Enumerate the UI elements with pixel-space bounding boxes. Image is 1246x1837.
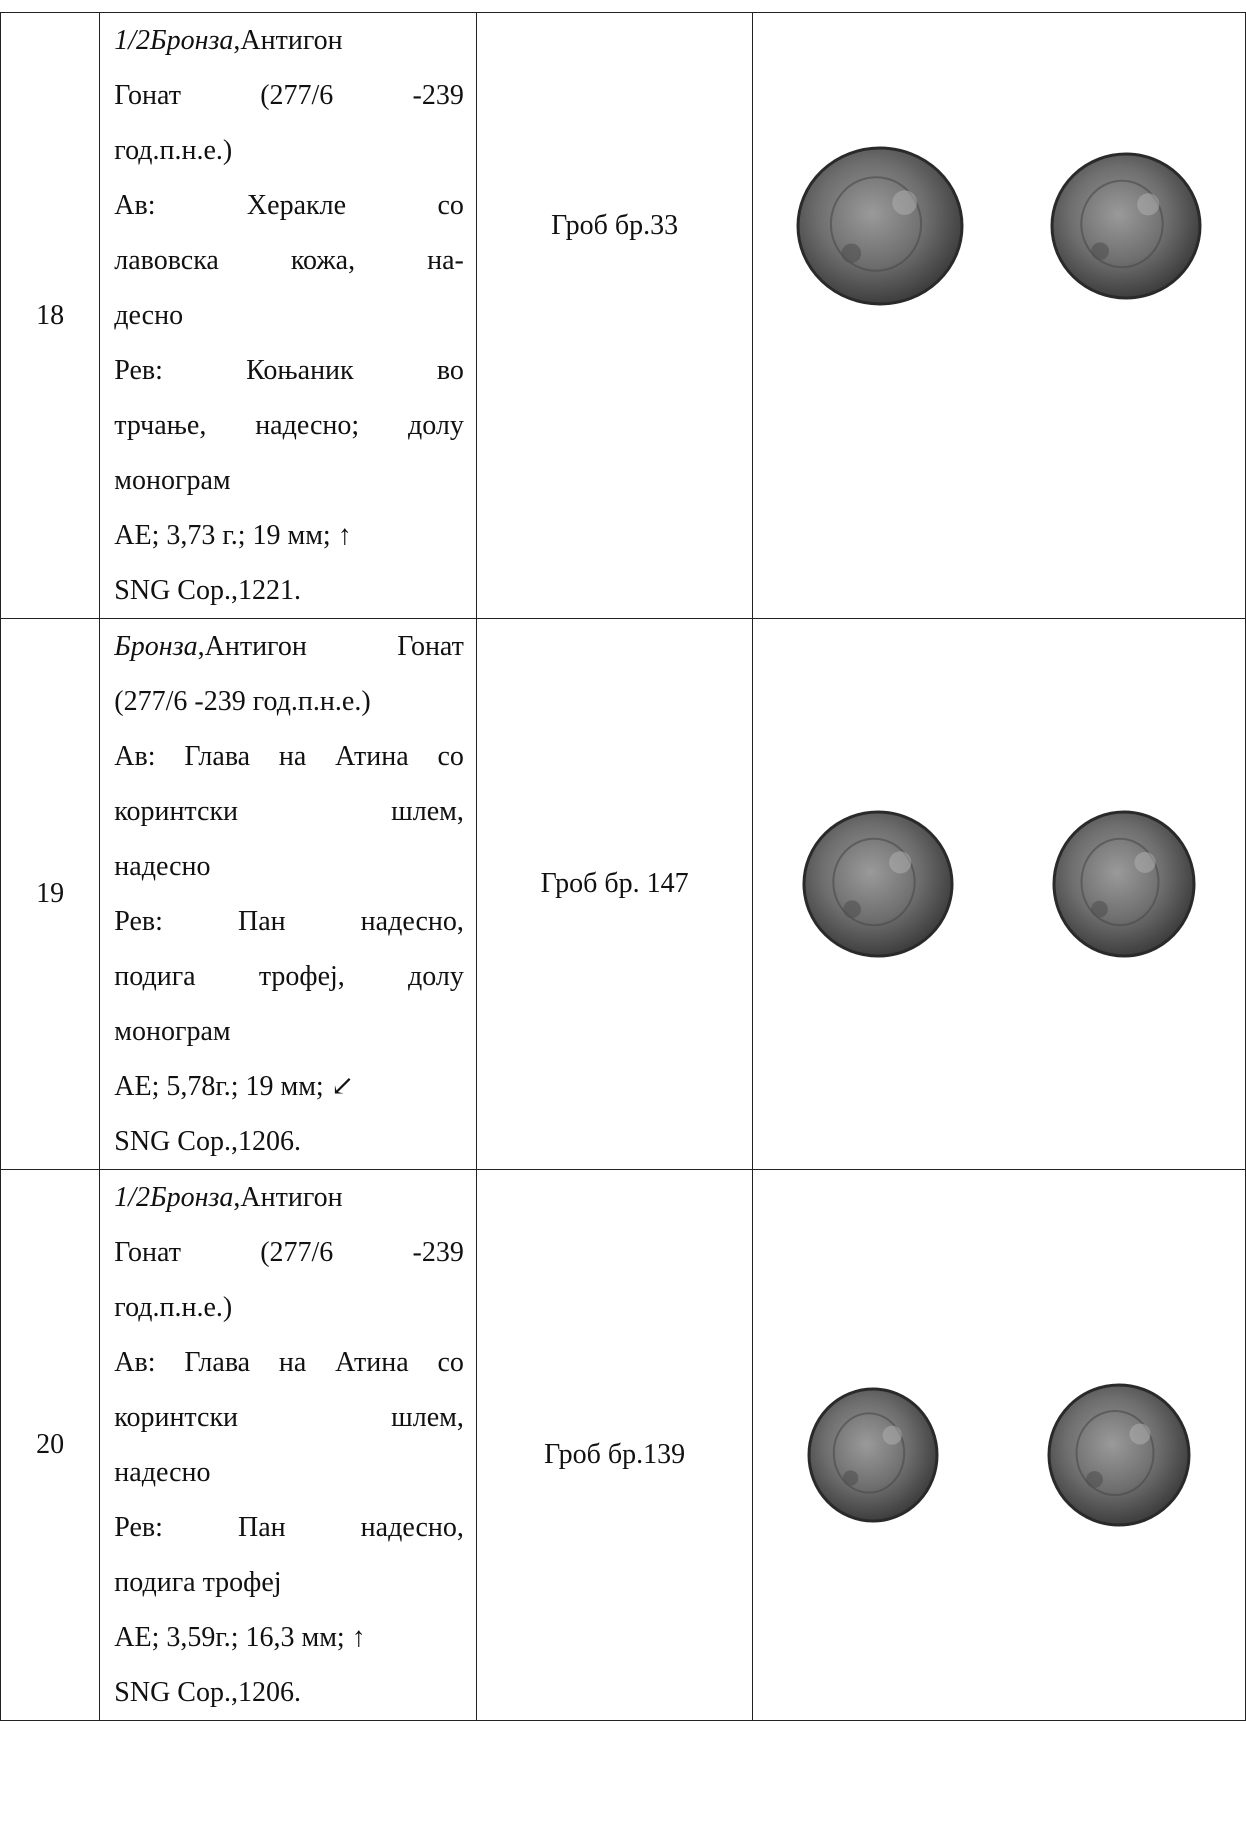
catalog-number: 19 [0, 618, 101, 1170]
description-line: лавовска кожа, на- [114, 245, 464, 276]
catalog-number: 18 [0, 12, 101, 619]
description-line: SNG Cop.,1221. [114, 575, 301, 606]
description-line: Ав: Глава на Атина со [114, 1347, 464, 1378]
description-line: Ав: Херакле со [114, 190, 464, 221]
coin-photo-cell [752, 618, 1246, 1170]
coin-reverse-image [1052, 810, 1196, 958]
description-line: Рев: Коњаник во [114, 355, 464, 386]
find-location: Гроб бр.33 [475, 12, 754, 619]
description-line: монограм [114, 1016, 231, 1047]
description-line: трчање, надесно; долу [114, 410, 464, 441]
description-line: 1/2Бронза,Антигон [114, 13, 464, 68]
catalog-row: 18 1/2Бронза,Антигон Гонат (277/6 -239 год.… [0, 12, 1246, 619]
description-line: Рев: Пан надесно, [114, 1512, 464, 1543]
description-line: Бронза,Антигон Гонат [114, 619, 464, 674]
grave-label: Гроб бр.33 [551, 209, 679, 241]
grave-label: Гроб бр.139 [544, 1439, 686, 1470]
description-line: коринтски шлем, [114, 1402, 464, 1433]
description-line: 1/2Бронза,Антигон [114, 1170, 464, 1225]
coin-obverse-image [802, 810, 954, 958]
coin-description: 1/2Бронза,Антигон Гонат (277/6 -239 год.п.… [99, 12, 477, 619]
description-line: год.п.н.е.) [114, 135, 233, 166]
denomination: Бронза [114, 631, 198, 662]
coin-photos [753, 1380, 1245, 1530]
denomination: 1/2Бронза [114, 1182, 234, 1213]
coin-description: Бронза,Антигон Гонат (277/6 -239 год.п.н.… [99, 618, 477, 1170]
description-line: Рев: Пан надесно, [114, 906, 464, 937]
coin-photo-cell [752, 1169, 1246, 1721]
catalog-row: 20 1/2Бронза,Антигон Гонат (277/6 -239 год.… [0, 1169, 1246, 1721]
description-line: SNG Cop.,1206. [114, 1677, 301, 1708]
description-line: подига трофеј [114, 1567, 282, 1598]
description-line: десно [114, 300, 184, 331]
catalog-row: 19 Бронза,Антигон Гонат (277/6 -239 год.п.… [0, 618, 1246, 1170]
coin-photo-cell [752, 12, 1246, 619]
description-line: год.п.н.е.) [114, 1292, 233, 1323]
catalog-number: 20 [0, 1169, 101, 1721]
description-line: коринтски шлем, [114, 796, 464, 827]
description-text: ,Антигон [233, 1182, 343, 1213]
coin-obverse-image [796, 146, 964, 305]
description-line: SNG Cop.,1206. [114, 1126, 301, 1157]
coin-description: 1/2Бронза,Антигон Гонат (277/6 -239 год.п.… [99, 1169, 477, 1721]
coin-reverse-image [1047, 1383, 1191, 1527]
find-location: Гроб бр. 147 [475, 618, 754, 1170]
description-text: ,Антигон [233, 25, 343, 56]
denomination: 1/2Бронза [114, 25, 234, 56]
coin-obverse-image [807, 1387, 939, 1523]
description-line: надесно [114, 851, 211, 882]
description-line: подига трофеј, долу [114, 961, 464, 992]
description-line: АЕ; 3,73 г.; 19 мм; ↑ [114, 520, 352, 551]
find-location: Гроб бр.139 [475, 1169, 754, 1721]
coin-photos [753, 807, 1245, 961]
description-text: ,Антигон Гонат [197, 631, 464, 662]
description-line: надесно [114, 1457, 211, 1488]
coin-photos [753, 143, 1245, 309]
description-line: монограм [114, 465, 231, 496]
description-line: Гонат (277/6 -239 [114, 80, 464, 111]
coin-reverse-image [1050, 152, 1202, 299]
description-line: АЕ; 5,78г.; 19 мм; ↙ [114, 1071, 355, 1102]
grave-label: Гроб бр. 147 [540, 868, 689, 899]
description-line: Ав: Глава на Атина со [114, 741, 464, 772]
description-line: Гонат (277/6 -239 [114, 1237, 464, 1268]
description-line: АЕ; 3,59г.; 16,3 мм; ↑ [114, 1622, 366, 1653]
coin-catalog-table: 18 1/2Бронза,Антигон Гонат (277/6 -239 год.… [0, 12, 1246, 1721]
description-line: (277/6 -239 год.п.н.е.) [114, 686, 371, 717]
